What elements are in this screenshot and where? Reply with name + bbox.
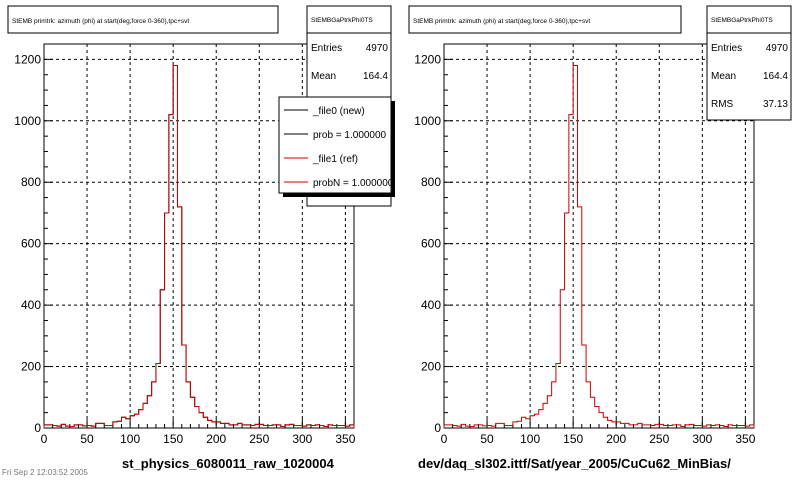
x-tick-label: 150 [163, 432, 183, 446]
y-tick-label: 1000 [414, 114, 441, 128]
y-tick-label: 800 [21, 175, 41, 189]
legend-box: _file0 (new) prob = 1.000000 _file1 (ref… [278, 96, 395, 197]
y-tick-label: 400 [21, 298, 41, 312]
x-tick-label: 150 [563, 432, 583, 446]
y-tick-label: 800 [421, 175, 441, 189]
x-tick-label: 200 [606, 432, 626, 446]
y-tick-label: 600 [21, 237, 41, 251]
pad-left: 0 50 100 150 200 250 300 350 0 200 400 600 800 1000 12… [7, 5, 395, 446]
y-tick-label: 1000 [14, 114, 41, 128]
stats-row-value: 4970 [766, 43, 789, 54]
tick-labels: 0 50 100 150 200 250 300 350 0 200 400 600 800 1000 12… [14, 52, 355, 446]
stats-box: StEMBGaPtrkPhi0TS Entries 4970 Mean 164.… [706, 5, 792, 121]
stats-name: StEMBGaPtrkPhi0TS [311, 17, 373, 24]
x-tick-label: 100 [520, 432, 540, 446]
y-tick-label: 600 [421, 237, 441, 251]
stats-row-value: 164.4 [363, 71, 388, 82]
y-tick-label: 200 [21, 360, 41, 374]
x-tick-label: 250 [249, 432, 269, 446]
histogram-caption-right: dev/daq_sl302.ittf/Sat/year_2005/CuCu62_… [418, 456, 731, 471]
y-tick-label: 1200 [14, 52, 41, 66]
grid-lines [444, 44, 754, 428]
stats-row-value: 164.4 [763, 71, 788, 82]
title-box: StEMB primtrk: azimuth (phi) at start(de… [7, 5, 279, 34]
x-tick-label: 0 [41, 432, 48, 446]
stats-row-value: 4970 [366, 43, 389, 54]
stats-row-label: Entries [311, 43, 342, 54]
y-tick-label: 400 [421, 298, 441, 312]
stats-row-label: Mean [311, 71, 336, 82]
series-line--file1-ref- [43, 65, 355, 428]
x-tick-label: 300 [292, 432, 312, 446]
x-tick-label: 200 [206, 432, 226, 446]
pad-right: 0 50 100 150 200 250 300 350 0 200 400 600 800 1000 12… [408, 5, 792, 446]
stats-row-label: Entries [711, 43, 742, 54]
timestamp-footer: Fri Sep 2 12:03:52 2005 [2, 468, 88, 477]
x-tick-label: 0 [441, 432, 448, 446]
x-tick-label: 250 [649, 432, 669, 446]
y-tick-label: 0 [434, 421, 441, 435]
y-tick-label: 200 [421, 360, 441, 374]
histogram-title: StEMB primtrk: azimuth (phi) at start(de… [12, 18, 189, 25]
stats-row-value: 37.13 [763, 99, 788, 110]
series-group [443, 65, 755, 428]
y-tick-label: 0 [34, 421, 41, 435]
x-tick-label: 100 [120, 432, 140, 446]
x-tick-label: 300 [692, 432, 712, 446]
x-tick-label: 50 [480, 432, 494, 446]
legend-entry: probN = 1.000000 [313, 178, 394, 189]
stats-row-label: Mean [711, 71, 736, 82]
x-tick-label: 50 [80, 432, 94, 446]
legend-entry: _file0 (new) [312, 106, 365, 117]
histogram-title: StEMB primtrk: azimuth (phi) at start(de… [413, 18, 590, 25]
legend-entry: prob = 1.000000 [313, 130, 387, 141]
x-tick-label: 350 [335, 432, 355, 446]
legend-entry: _file1 (ref) [312, 154, 358, 165]
title-box: StEMB primtrk: azimuth (phi) at start(de… [408, 5, 682, 34]
series-group [43, 65, 355, 428]
y-tick-label: 1200 [414, 52, 441, 66]
x-tick-label: 350 [735, 432, 755, 446]
histogram-caption-left: st_physics_6080011_raw_1020004 [122, 456, 334, 471]
stats-row-label: RMS [711, 99, 734, 110]
stats-name: StEMBGaPtrkPhi0TS [711, 17, 773, 24]
series-line-histogram [443, 65, 755, 428]
tick-labels: 0 50 100 150 200 250 300 350 0 200 400 600 800 1000 12… [414, 52, 755, 446]
